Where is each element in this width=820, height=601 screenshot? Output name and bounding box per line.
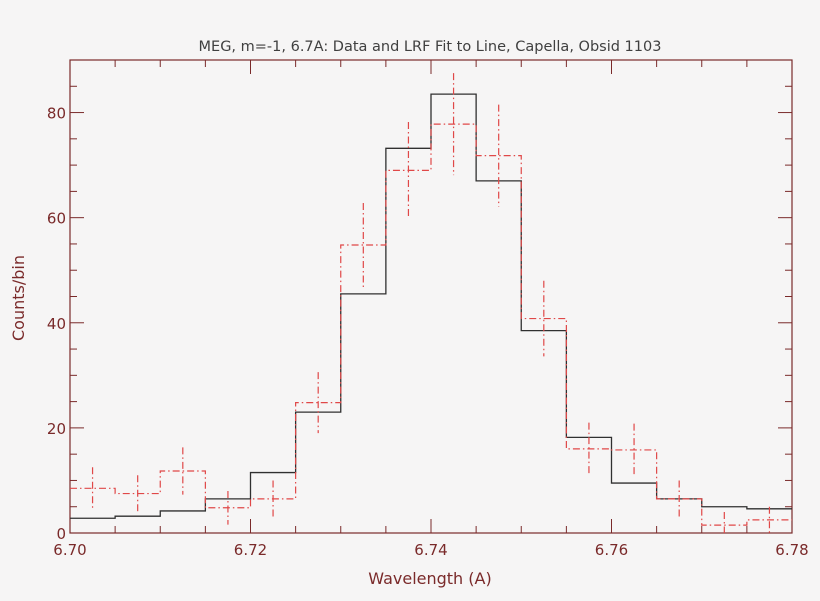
- y-tick-label: 40: [47, 315, 66, 333]
- x-tick-label: 6.78: [775, 541, 808, 559]
- fit-histogram: [70, 93, 792, 519]
- y-tick-label: 20: [47, 420, 66, 438]
- axis-ticks: [69, 59, 793, 534]
- fit-line: [70, 93, 792, 519]
- x-axis-label: Wavelength (A): [368, 569, 491, 588]
- data-histogram: [70, 73, 792, 533]
- axis-tick-labels: 6.70 6.72 6.74 6.76 6.78 0 20 40 60 80: [47, 105, 809, 559]
- y-tick-label: 60: [47, 210, 66, 228]
- y-tick-label: 80: [47, 105, 66, 123]
- x-tick-label: 6.74: [414, 541, 447, 559]
- x-tick-label: 6.70: [53, 541, 86, 559]
- data-step-line: [70, 123, 792, 526]
- x-tick-label: 6.72: [234, 541, 267, 559]
- y-tick-label: 0: [56, 525, 66, 543]
- x-tick-label: 6.76: [595, 541, 628, 559]
- y-axis-label: Counts/bin: [9, 255, 28, 341]
- chart-title: MEG, m=-1, 6.7A: Data and LRF Fit to Lin…: [199, 39, 662, 55]
